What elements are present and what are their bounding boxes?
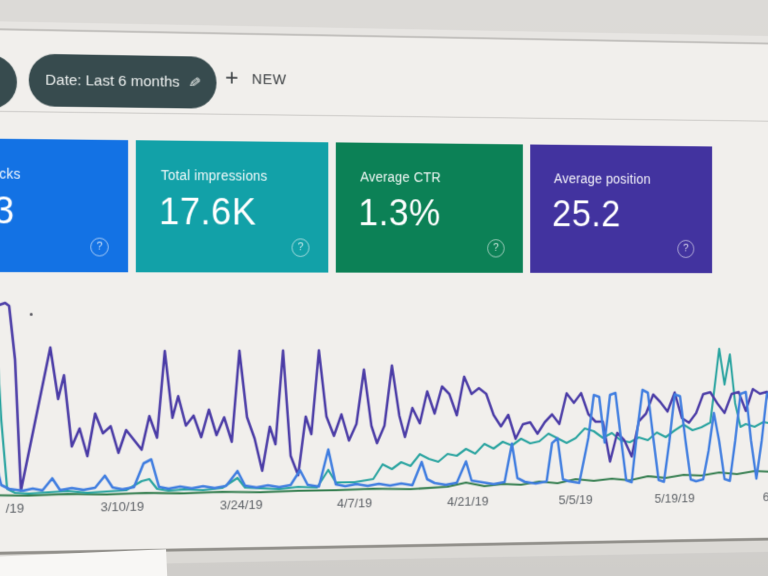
metric-card-label: Average CTR: [360, 169, 441, 185]
filter-chip-partial[interactable]: ✎: [0, 55, 17, 110]
metric-card-average-ctr[interactable]: Average CTR 1.3% ?: [336, 142, 523, 272]
help-icon[interactable]: ?: [90, 238, 108, 257]
x-tick-label: 6: [763, 490, 768, 504]
toolbar-divider: [0, 110, 768, 123]
date-filter-chip[interactable]: Date: Last 6 months ✎: [29, 54, 217, 109]
x-tick-label: 4/21/19: [447, 494, 488, 509]
edit-pencil-icon[interactable]: ✎: [187, 73, 201, 92]
metric-card-value: 17.6K: [159, 192, 256, 235]
new-filter-button[interactable]: + NEW: [225, 67, 287, 91]
date-filter-label: Date: Last 6 months: [45, 71, 179, 91]
metric-card-label: cks: [0, 166, 21, 182]
help-icon[interactable]: ?: [292, 238, 310, 257]
screen: ✎ Date: Last 6 months ✎ + NEW cks 3 ? To…: [0, 20, 768, 565]
metric-card-average-position[interactable]: Average position 25.2 ?: [530, 144, 712, 273]
metric-card-value: 25.2: [552, 194, 621, 235]
help-icon[interactable]: ?: [487, 239, 504, 257]
metric-card-label: Total impressions: [161, 167, 268, 184]
x-tick-label: 4/7/19: [337, 496, 372, 511]
x-tick-label: 3/24/19: [220, 497, 263, 512]
x-tick-label: /19: [6, 501, 24, 516]
x-tick-label: 5/19/19: [655, 491, 695, 506]
metric-card-label: Average position: [554, 171, 651, 187]
monitor-photo: ✎ Date: Last 6 months ✎ + NEW cks 3 ? To…: [0, 0, 768, 576]
metric-card-value: 1.3%: [358, 193, 440, 235]
x-tick-label: 5/5/19: [559, 492, 593, 507]
new-button-label: NEW: [252, 71, 287, 88]
metric-card-total-impressions[interactable]: Total impressions 17.6K ?: [136, 140, 328, 272]
x-tick-label: 3/10/19: [100, 499, 144, 514]
metric-card-total-clicks[interactable]: cks 3 ?: [0, 138, 128, 272]
metric-card-value: 3: [0, 190, 15, 233]
performance-line-chart: [0, 270, 768, 520]
plus-icon: +: [225, 67, 238, 91]
help-icon[interactable]: ?: [677, 240, 694, 258]
dust-speck: [30, 313, 33, 316]
screen-top-edge: [0, 20, 768, 46]
series-impressions: [0, 302, 768, 491]
